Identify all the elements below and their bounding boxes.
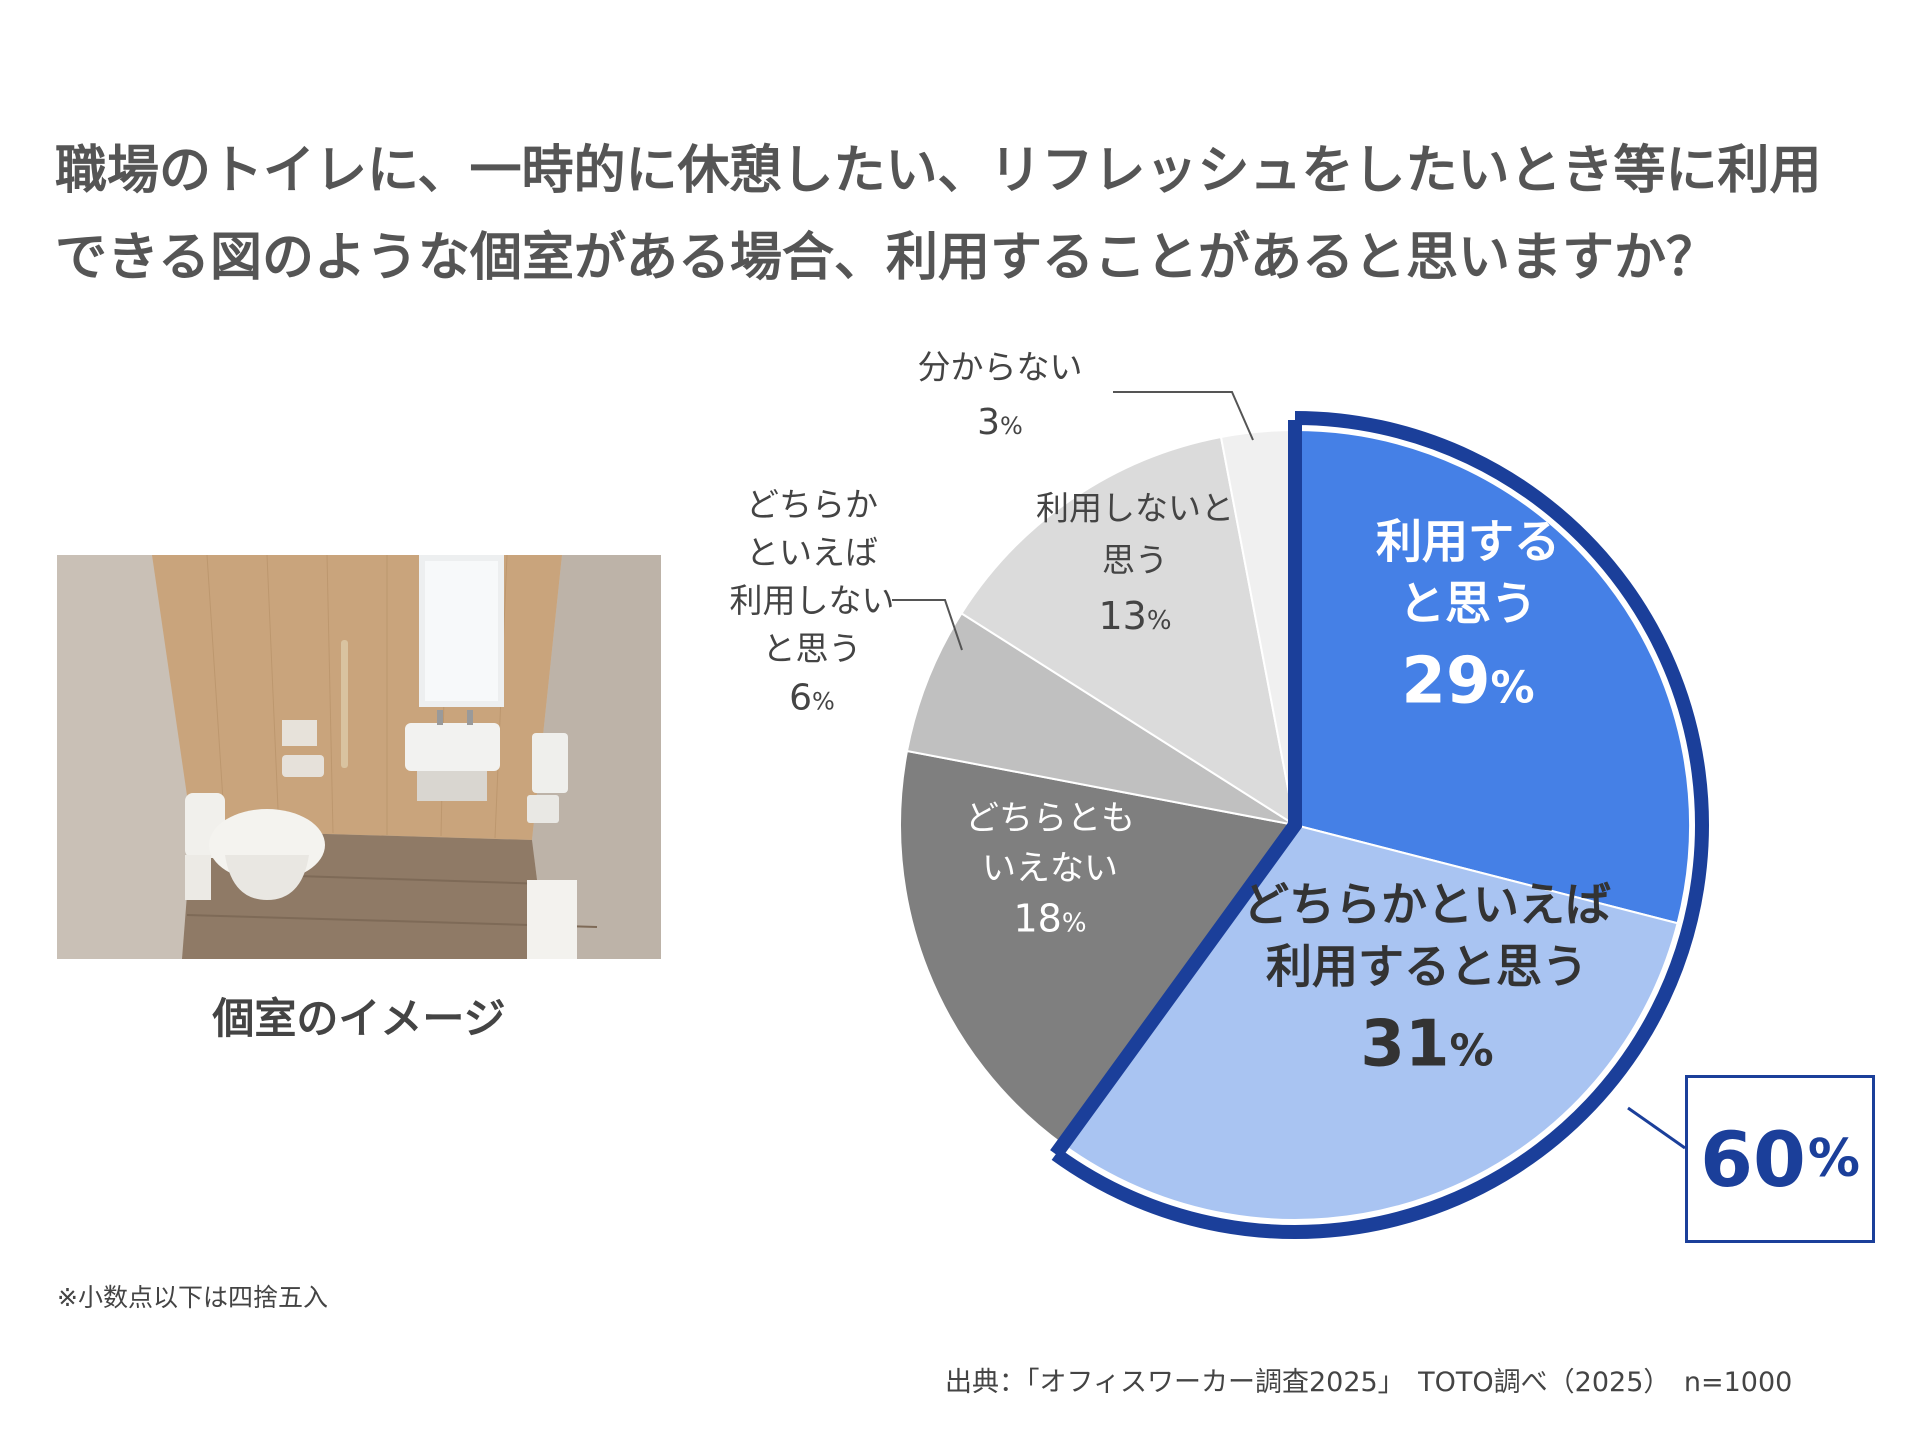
slice-label-neutral: どちらとも (965, 799, 1135, 839)
highlight-total-callout: 60% (1685, 1075, 1875, 1243)
toilet-room-photo (57, 555, 661, 959)
slice-labels: 利用すると思う29%どちらかといえば利用すると思う31%どちらともいえない18%… (730, 348, 1612, 1082)
pie-slice-rather-use (1061, 823, 1679, 1221)
slice-label-not-use: 利用しないと (1036, 489, 1234, 528)
leader-line-rather-not (892, 599, 963, 651)
slice-value-not-use: 13% (1098, 594, 1171, 638)
highlight-outline (1050, 411, 1709, 1239)
photo-caption: 個室のイメージ (212, 994, 506, 1043)
slice-label-neutral: いえない (982, 849, 1118, 889)
slice-label-rather-not: 利用しない (730, 581, 895, 620)
slice-value-rather-not: 6% (789, 678, 835, 719)
slice-value-neutral: 18% (1013, 897, 1086, 941)
highlight-outline-path (1050, 411, 1709, 1239)
slice-label-rather-not: どちらか (746, 485, 878, 524)
slice-value-unknown: 3% (977, 402, 1023, 443)
chart-title: 職場のトイレに、一時的に休憩したい、リフレッシュをしたいとき等に利用 できる図の… (55, 128, 1895, 302)
slice-value-use: 29% (1401, 645, 1534, 719)
slice-label-rather-not: といえば (746, 533, 878, 572)
highlight-total: 60% (1688, 1078, 1872, 1240)
slice-label-use: 利用する (1376, 515, 1560, 569)
pie-slice-neutral (899, 749, 1297, 1146)
rounding-note: ※小数点以下は四捨五入 (57, 1283, 328, 1312)
highlight-total-value: 60 (1700, 1114, 1806, 1204)
source-credit: 出典：「オフィスワーカー調査2025」 TOTO調べ（2025） n=1000 (945, 1367, 1793, 1398)
pie-slice-not-use (960, 435, 1297, 828)
leader-line-unknown (1113, 391, 1254, 441)
highlight-total-unit: % (1807, 1129, 1860, 1189)
pie-slice-use (1294, 428, 1691, 925)
title-line-2: できる図のような個室がある場合、利用することがあると思いますか？ (55, 228, 1718, 288)
title-line-1: 職場のトイレに、一時的に休憩したい、リフレッシュをしたいとき等に利用 (55, 141, 1822, 201)
slice-label-unknown: 分からない (918, 348, 1083, 387)
pie-slices (899, 428, 1691, 1221)
slice-label-not-use: 思う (1102, 541, 1168, 580)
leader-line-callout (1627, 1106, 1686, 1150)
slice-label-rather-use: どちらかといえば (1243, 878, 1611, 932)
slice-label-use: と思う (1399, 577, 1537, 631)
pie-slice-rather-not (905, 611, 1296, 826)
slice-value-rather-use: 31% (1360, 1008, 1493, 1082)
slice-label-rather-not: と思う (763, 629, 862, 668)
leader-lines (892, 391, 1686, 1150)
slice-label-rather-use: 利用すると思う (1266, 940, 1588, 994)
